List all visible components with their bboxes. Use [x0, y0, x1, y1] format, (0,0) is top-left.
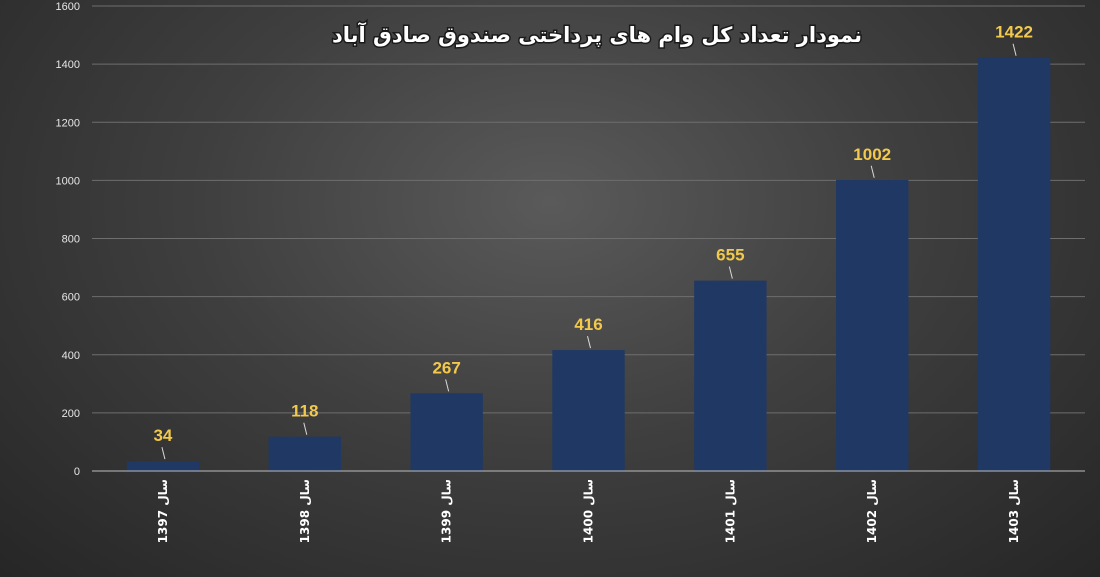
y-tick-label: 1200: [56, 117, 80, 129]
x-tick-label: سال 1400: [582, 479, 596, 543]
x-tick-label: سال 1401: [723, 479, 737, 543]
y-tick-label: 1600: [56, 1, 80, 13]
data-label: 118: [291, 402, 318, 421]
data-label-leader: [1012, 43, 1017, 56]
data-label-leader: [303, 422, 308, 435]
x-tick-label: سال 1403: [1007, 479, 1021, 543]
chart-title: نمودار تعداد کل وام های پرداختی صندوق صا…: [332, 22, 862, 47]
data-label: 34: [153, 426, 172, 445]
data-label-leader: [870, 165, 875, 178]
data-label: 655: [716, 246, 744, 265]
x-tick-label: سال 1402: [865, 479, 879, 543]
bar: [836, 179, 909, 471]
data-label-leader: [587, 335, 591, 349]
y-axis: 0 200 400 600 800 1000 1200 1400 1600: [56, 1, 80, 478]
data-label-leader: [445, 379, 450, 392]
y-tick-label: 400: [62, 350, 80, 362]
x-tick-label: سال 1398: [298, 479, 312, 543]
bar: [552, 350, 625, 471]
x-tick-label: سال 1397: [156, 479, 170, 543]
bar: [410, 393, 483, 471]
data-label: 1422: [995, 23, 1033, 42]
x-tick-label: سال 1399: [440, 479, 454, 543]
y-tick-label: 0: [74, 466, 80, 478]
data-label-leader: [161, 446, 166, 460]
data-labels: 34 118 267 416 655 1002 1422: [153, 23, 1033, 460]
y-tick-label: 200: [62, 408, 80, 420]
data-label: 267: [432, 358, 460, 377]
data-label: 1002: [853, 145, 891, 164]
bar: [694, 280, 767, 471]
bars: [126, 57, 1051, 471]
data-label: 416: [574, 315, 602, 334]
bar: [126, 461, 200, 471]
gridlines: [92, 5, 1085, 414]
x-axis: سال 1397 سال 1398 سال 1399 سال 1400 سال 1401…: [92, 470, 1085, 543]
bar: [977, 57, 1051, 471]
y-tick-label: 1400: [56, 59, 80, 71]
y-tick-label: 1000: [56, 175, 80, 187]
bar: [268, 436, 341, 471]
y-tick-label: 600: [62, 292, 80, 304]
data-label-leader: [728, 266, 733, 279]
y-tick-label: 800: [62, 234, 80, 246]
